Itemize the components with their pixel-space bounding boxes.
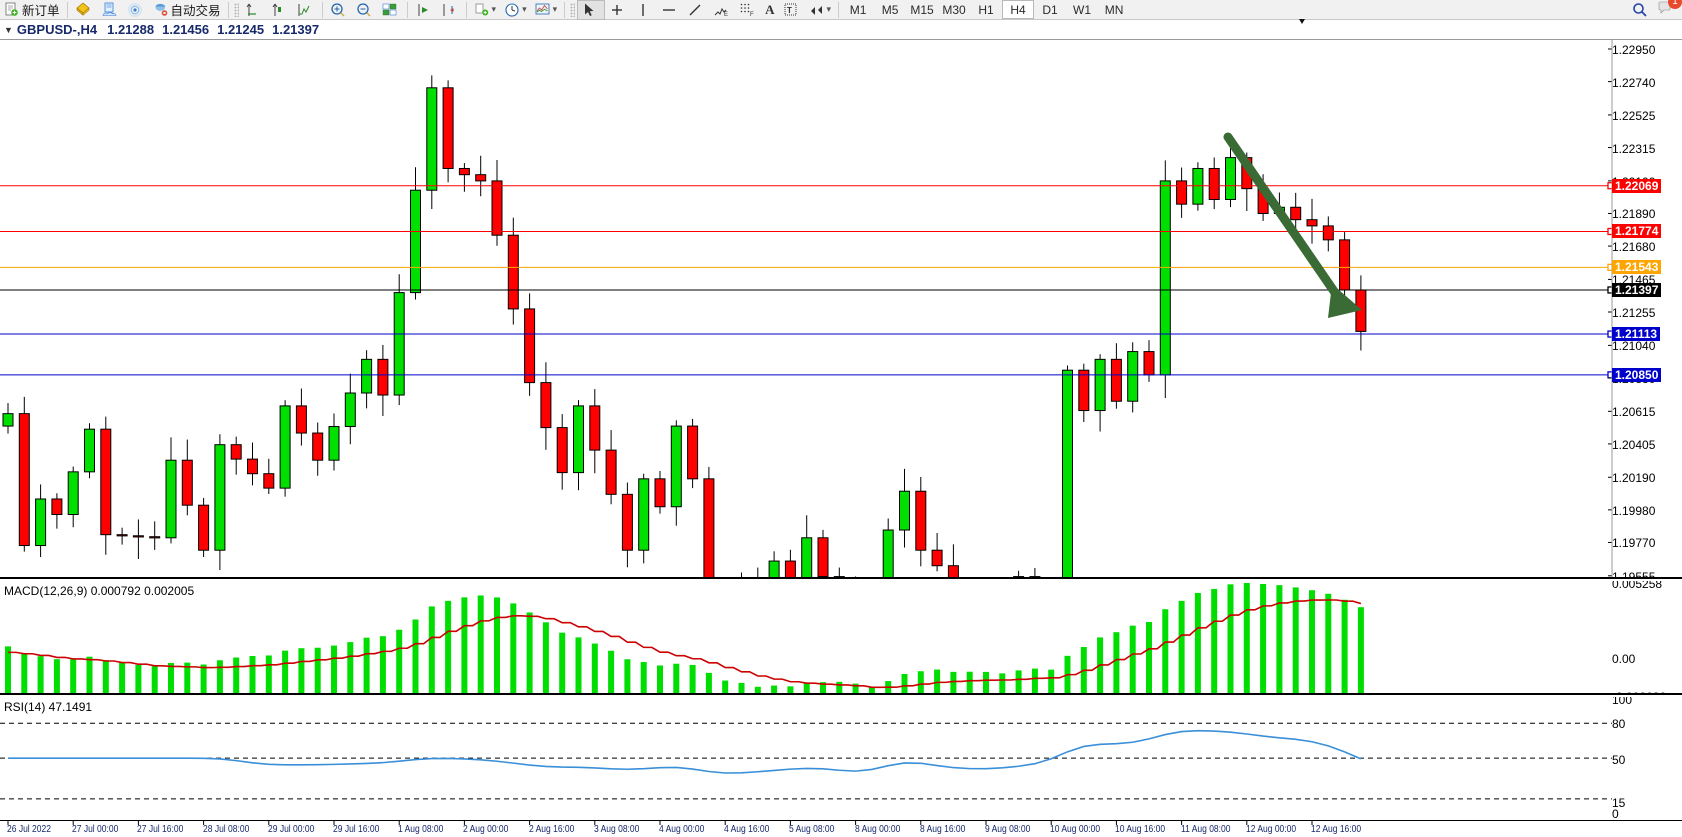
svg-text:T: T <box>787 6 792 15</box>
svg-text:F: F <box>750 12 754 18</box>
svg-text:E: E <box>724 12 728 18</box>
